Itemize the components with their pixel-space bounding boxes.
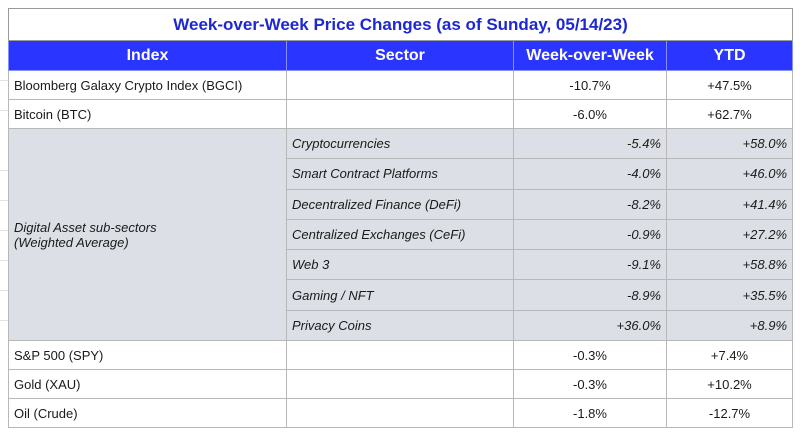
ytd-cell: +7.4% — [665, 340, 794, 371]
table-row: Digital Asset sub-sectors (Weighted Aver… — [8, 127, 794, 342]
table-row: S&P 500 (SPY) -0.3% +7.4% — [8, 340, 794, 371]
sector-cell — [286, 340, 514, 371]
ytd-cell: +10.2% — [665, 369, 794, 400]
table-row: Bitcoin (BTC) -6.0% +62.7% — [8, 99, 794, 129]
header-row: Index Sector Week-over-Week YTD — [8, 40, 794, 71]
index-cell: Gold (XAU) — [8, 369, 287, 400]
sector-cell: Decentralized Finance (DeFi) — [286, 188, 514, 220]
wow-cell: -6.0% — [513, 99, 667, 129]
table-row: Smart Contract Platforms -4.0% +46.0% — [9, 158, 794, 190]
title-row: Week-over-Week Price Changes (as of Sund… — [7, 8, 794, 41]
wow-cell: -0.9% — [513, 218, 667, 251]
index-cell: Bloomberg Galaxy Crypto Index (BGCI) — [8, 70, 287, 100]
ytd-cell: -12.7% — [665, 398, 794, 429]
table-row: Decentralized Finance (DeFi) -8.2% +41.4… — [9, 188, 794, 220]
ytd-cell: +46.0% — [665, 158, 794, 190]
wow-cell: -9.1% — [513, 249, 667, 281]
table-row: Gold (XAU) -0.3% +10.2% — [8, 369, 794, 400]
ytd-cell: +47.5% — [665, 70, 794, 100]
sector-cell: Centralized Exchanges (CeFi) — [286, 218, 514, 251]
wow-cell: -0.3% — [513, 340, 667, 371]
group-label-line1: Digital Asset sub-sectors — [14, 219, 157, 235]
table-title: Week-over-Week Price Changes (as of Sund… — [7, 8, 794, 41]
sector-cell: Cryptocurrencies — [286, 127, 514, 160]
header-index: Index — [8, 40, 287, 71]
index-cell: Oil (Crude) — [8, 398, 287, 429]
sector-cell — [286, 70, 514, 100]
sector-cell — [286, 398, 514, 429]
price-changes-table: Week-over-Week Price Changes (as of Sund… — [7, 8, 794, 429]
sector-cell: Privacy Coins — [286, 309, 514, 342]
wow-cell: -8.2% — [513, 188, 667, 220]
header-ytd: YTD — [665, 40, 794, 71]
table-row: Bloomberg Galaxy Crypto Index (BGCI) -10… — [8, 70, 794, 100]
group-label-line2: (Weighted Average) — [14, 234, 129, 250]
index-cell: Bitcoin (BTC) — [8, 99, 287, 129]
header-sector: Sector — [286, 40, 514, 71]
wow-cell: +36.0% — [513, 309, 667, 342]
ytd-cell: +58.8% — [665, 249, 794, 281]
sector-cell — [286, 99, 514, 129]
sector-cell: Web 3 — [286, 249, 514, 281]
ytd-cell: +27.2% — [665, 218, 794, 251]
wow-cell: -4.0% — [513, 158, 667, 190]
ytd-cell: +62.7% — [665, 99, 794, 129]
ytd-cell: +58.0% — [665, 127, 794, 160]
header-week-over-week: Week-over-Week — [513, 40, 667, 71]
wow-cell: -8.9% — [513, 279, 667, 311]
ytd-cell: +41.4% — [665, 188, 794, 220]
price-changes-table-wrapper: Week-over-Week Price Changes (as of Sund… — [7, 8, 794, 429]
wow-cell: -10.7% — [513, 70, 667, 100]
wow-cell: -1.8% — [513, 398, 667, 429]
ytd-cell: +8.9% — [665, 309, 794, 342]
index-cell: S&P 500 (SPY) — [8, 340, 287, 371]
wow-cell: -5.4% — [513, 127, 667, 160]
wow-cell: -0.3% — [513, 369, 667, 400]
sector-cell: Gaming / NFT — [286, 279, 514, 311]
table-row: Privacy Coins +36.0% +8.9% — [9, 309, 794, 342]
table-row: Centralized Exchanges (CeFi) -0.9% +27.2… — [9, 218, 794, 251]
sector-cell: Smart Contract Platforms — [286, 158, 514, 190]
sector-cell — [286, 369, 514, 400]
subsector-group-label: Digital Asset sub-sectors (Weighted Aver… — [8, 127, 287, 342]
table-row: Oil (Crude) -1.8% -12.7% — [8, 398, 794, 429]
ytd-cell: +35.5% — [665, 279, 794, 311]
